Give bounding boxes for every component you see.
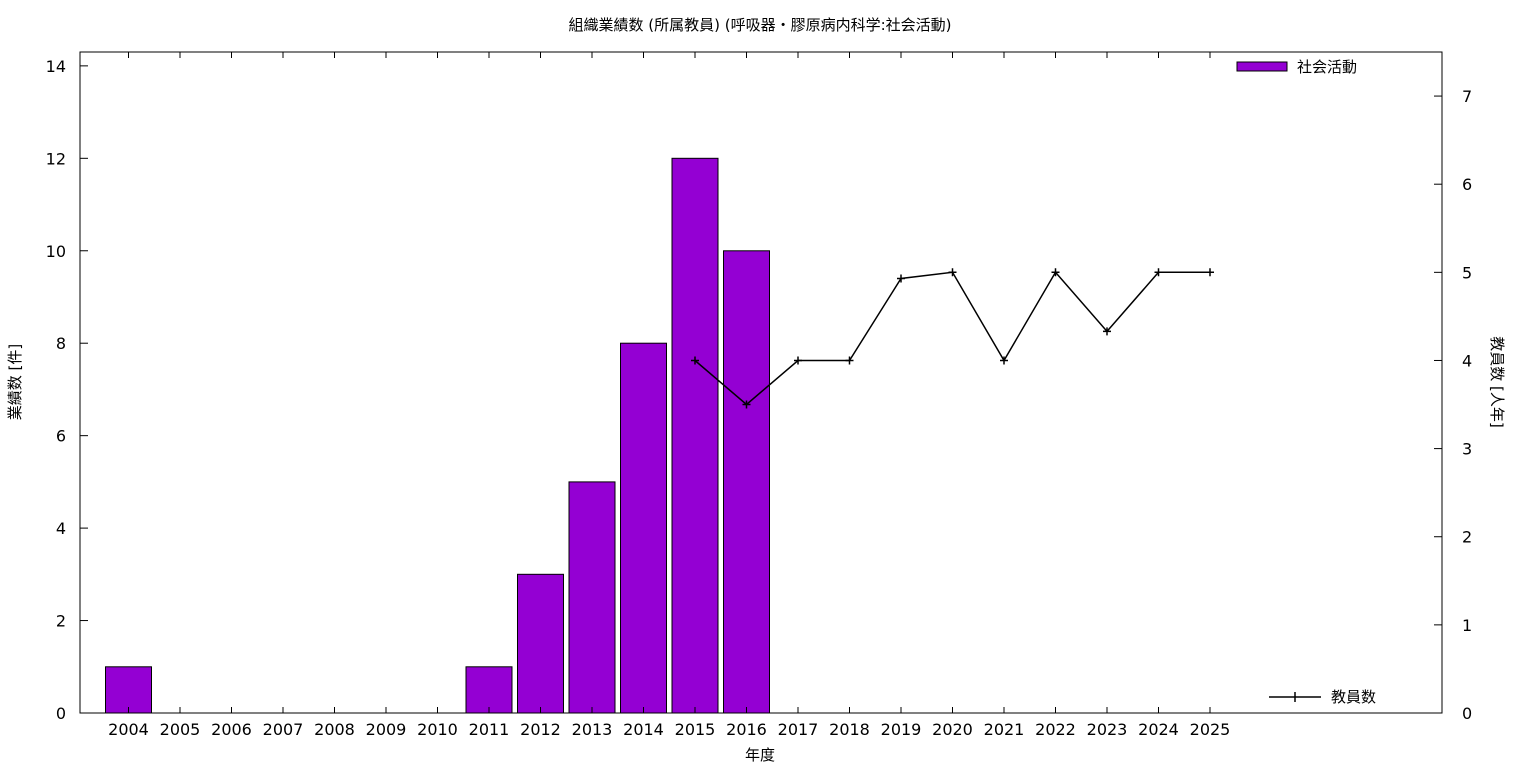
y-right-tick-label: 3 — [1462, 440, 1472, 459]
bar — [517, 573, 564, 714]
x-tick-label: 2020 — [932, 720, 973, 739]
x-tick-label: 2013 — [572, 720, 613, 739]
bar — [620, 342, 667, 714]
y-axis-left-label: 業績数 [件] — [6, 344, 24, 420]
y-right-tick-label: 7 — [1462, 87, 1472, 106]
bar-series — [105, 157, 770, 714]
x-tick-label: 2010 — [417, 720, 458, 739]
x-tick-label: 2024 — [1138, 720, 1179, 739]
line-point — [948, 268, 957, 277]
line-point — [742, 400, 751, 409]
y-right-tick-label: 4 — [1462, 351, 1472, 370]
x-tick-label: 2017 — [778, 720, 819, 739]
x-tick-label: 2005 — [160, 720, 201, 739]
y-left-tick-label: 10 — [46, 242, 66, 261]
x-axis-label: 年度 — [745, 746, 775, 764]
bar — [105, 666, 152, 714]
series-line — [694, 271, 1210, 406]
legend-bar-label: 社会活動 — [1297, 58, 1357, 76]
y-right-tick-label: 2 — [1462, 528, 1472, 547]
y-right-tick-label: 6 — [1462, 175, 1472, 194]
line-point — [897, 274, 905, 283]
x-tick-label: 2014 — [623, 720, 664, 739]
legend-line: 教員数 — [1269, 688, 1376, 706]
bar — [465, 666, 513, 714]
y-left-tick-label: 14 — [46, 57, 66, 76]
y-left-tick-label: 12 — [46, 149, 66, 168]
x-tick-label: 2009 — [366, 720, 407, 739]
x-tick-label: 2018 — [829, 720, 870, 739]
line-point — [1000, 356, 1008, 365]
y-left-tick-label: 8 — [56, 334, 66, 353]
x-tick-label: 2021 — [984, 720, 1025, 739]
x-tick-label: 2012 — [520, 720, 561, 739]
y-axis-right: 0 1 2 3 4 5 6 7 — [1434, 87, 1472, 723]
x-tick-label: 2006 — [211, 720, 252, 739]
x-tick-label: 2025 — [1190, 720, 1231, 739]
line-point — [794, 356, 802, 365]
y-right-tick-label: 0 — [1462, 704, 1472, 723]
y-left-tick-label: 0 — [56, 704, 66, 723]
x-tick-label: 2015 — [675, 720, 716, 739]
x-tick-label: 2004 — [108, 720, 149, 739]
legend-bar: 社会活動 — [1236, 58, 1357, 76]
y-axis-right-label: 教員数 [人年] — [1488, 336, 1506, 427]
x-tick-label: 2007 — [263, 720, 304, 739]
x-tick-label: 2023 — [1087, 720, 1128, 739]
bar — [568, 481, 616, 714]
bar — [723, 250, 770, 714]
x-tick-label: 2016 — [726, 720, 767, 739]
y-left-tick-label: 2 — [56, 612, 66, 631]
y-left-tick-label: 4 — [56, 519, 66, 538]
legend-bar-swatch — [1236, 61, 1288, 72]
y-right-tick-label: 5 — [1462, 263, 1472, 282]
line-point — [1206, 268, 1214, 277]
line-point — [691, 356, 699, 365]
line-point — [845, 356, 854, 365]
y-axis-left: 0 2 4 6 8 10 12 14 — [46, 57, 88, 723]
line-point — [1103, 327, 1111, 336]
x-tick-label: 2008 — [314, 720, 355, 739]
chart-title: 組織業績数 (所属教員) (呼吸器・膠原病内科学:社会活動) — [568, 16, 951, 34]
bar — [671, 157, 719, 714]
y-right-tick-label: 1 — [1462, 616, 1472, 635]
plot-frame — [79, 51, 1443, 714]
x-axis: 2004 2005 2006 2007 2008 2009 2010 2011 2012 2013… — [108, 52, 1230, 739]
line-point — [1154, 268, 1163, 277]
line-series — [691, 268, 1214, 409]
legend-line-label: 教員数 — [1331, 688, 1376, 706]
x-tick-label: 2022 — [1035, 720, 1076, 739]
line-point — [1051, 268, 1060, 277]
x-tick-label: 2011 — [469, 720, 510, 739]
x-tick-label: 2019 — [881, 720, 922, 739]
y-left-tick-label: 6 — [56, 427, 66, 446]
